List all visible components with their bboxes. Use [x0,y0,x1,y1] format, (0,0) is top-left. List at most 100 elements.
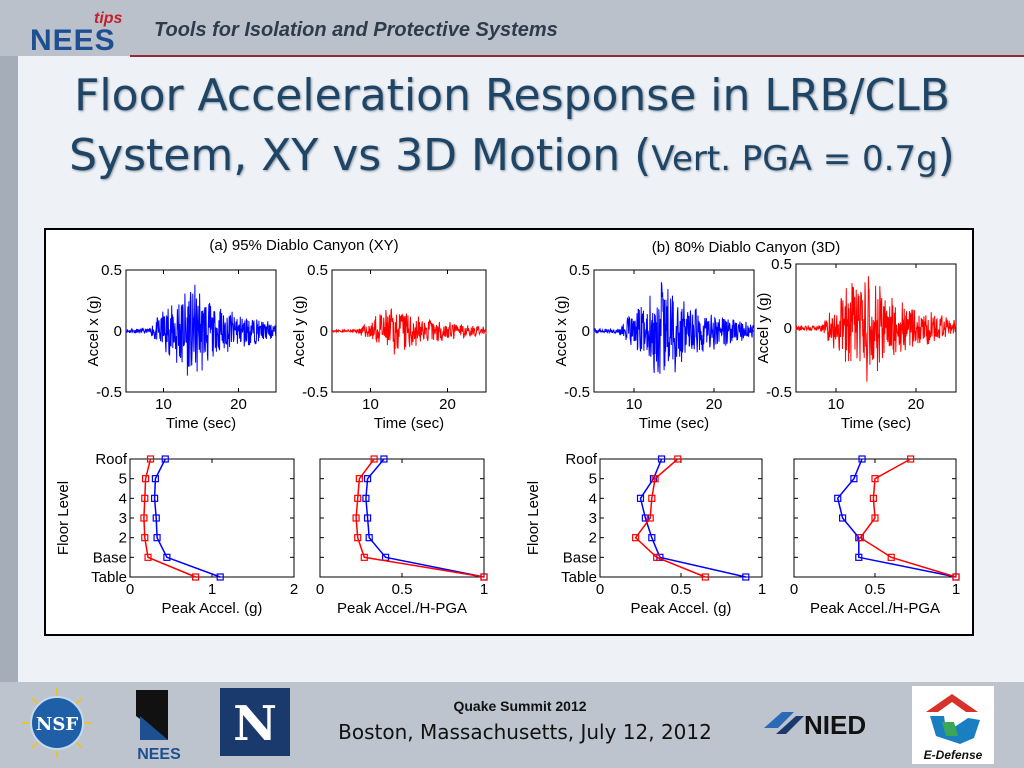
slide-header [0,0,1024,56]
unr-logo-text: N [233,696,277,752]
b-accel-y-ytick-label: -0.5 [766,384,792,401]
a-accel-x-ytick-label: -0.5 [96,384,122,401]
b-accel-y-xlabel: Time (sec) [841,415,911,432]
panel-b-title: (b) 80% Diablo Canyon (3D) [652,239,840,256]
b-peak-series-1-marker [648,494,656,502]
a-accel-y-xtick-label: 10 [362,396,379,413]
b-peak-level-label: Base [563,549,597,566]
b-peak-series-1-line [634,458,706,578]
a-accel-y-signal-line [331,307,487,355]
a-norm-series-1-marker [480,573,488,581]
panel-a-title: (a) 95% Diablo Canyon (XY) [209,237,398,254]
title-line2-part-b: Vert. PGA = 0.7g [651,139,938,179]
a-norm-series-1-line [355,458,485,578]
a-peak-level-label: 5 [119,471,127,488]
unr-logo: N [220,688,290,756]
logo-nees-text: NEES [30,24,116,57]
a-accel-y-xlabel: Time (sec) [374,415,444,432]
a-norm-axes-box [319,458,485,578]
a-peak-ylabel: Floor Level [55,481,72,555]
a-peak-series-1-marker [141,475,150,483]
b-norm-xlabel: Peak Accel./H-PGA [810,600,940,617]
title-line2-part-a: System, XY vs 3D Motion ( [69,130,652,181]
a-norm-series-0-marker [363,475,372,483]
b-accel-y-ytick-label: 0 [784,320,792,337]
title-line2-part-c: ) [937,130,955,181]
b-peak-series-0-marker [742,573,750,581]
b-norm-xtick-label: 0.5 [865,581,886,598]
a-peak-series-1-marker [146,455,155,463]
b-norm-series-0-marker [834,494,842,502]
b-peak-series-1-marker [651,475,659,483]
e-defense-text: E-Defense [924,748,983,762]
b-peak-level-label: 5 [589,471,597,488]
b-norm-series-0-marker [838,514,847,522]
nees-tips-logo: tips NEES [30,10,132,62]
a-peak-series-1-marker [192,573,200,581]
a-peak-series-0-marker [163,553,171,561]
a-peak-xtick-label: 1 [208,581,216,598]
b-peak-level-label: Table [561,569,597,586]
b-accel-x-ytick-label: -0.5 [564,384,590,401]
e-defense-logo: E-Defense [912,686,994,764]
b-peak-series-0-marker [648,534,656,542]
nsf-logo: NSF [22,688,92,758]
a-accel-y-ytick-label: 0 [320,323,328,340]
b-accel-y-signal-line [795,276,957,382]
b-accel-y-ytick-label: 0.5 [771,256,792,273]
a-accel-x-ylabel: Accel x (g) [85,296,102,367]
a-peak-level-label: 3 [119,510,127,527]
a-norm-xtick-label: 0.5 [392,581,413,598]
a-accel-y-ylabel: Accel y (g) [291,296,308,367]
a-norm-series-1-marker [355,475,363,483]
b-peak-series-1-marker [646,514,654,522]
b-accel-y-ylabel: Accel y (g) [755,293,772,364]
b-norm-series-0-line [836,458,957,578]
a-peak-xlabel: Peak Accel. (g) [162,600,263,617]
b-peak-level-label: 4 [589,490,597,507]
b-norm-series-1-marker [871,514,879,522]
b-norm-series-1-marker [869,494,877,502]
a-norm-xtick-label: 1 [480,581,488,598]
b-norm-series-1-marker [952,573,960,581]
a-peak-xtick-label: 2 [290,581,298,598]
b-norm-series-1-marker [856,534,865,542]
nees-footer-text: NEES [137,746,181,763]
a-accel-x-ytick-label: 0.5 [101,262,122,279]
header-rule [130,55,1024,57]
slide-title-line-2: System, XY vs 3D Motion (Vert. PGA = 0.7… [0,130,1024,181]
header-subtitle: Tools for Isolation and Protective Syste… [154,19,558,41]
b-peak-xtick-label: 0 [596,581,604,598]
nsf-logo-text: NSF [36,714,78,735]
chart-figure: (a) 95% Diablo Canyon (XY) (b) 80% Diablo… [44,228,974,636]
nied-logo-text: NIED [804,710,866,740]
b-accel-x-signal-line [593,282,755,374]
a-peak-level-label: Roof [95,451,128,468]
b-peak-level-label: 2 [589,530,597,547]
b-accel-y-xtick-label: 20 [908,396,925,413]
a-peak-series-0-marker [152,514,160,522]
a-accel-x-xtick-label: 20 [230,396,247,413]
footer-event: Quake Summit 2012 [453,698,587,714]
b-peak-series-1-marker [632,534,640,542]
a-norm-series-1-marker [352,514,360,522]
a-accel-x-ytick-label: 0 [114,323,122,340]
b-peak-xlabel: Peak Accel. (g) [631,600,732,617]
a-accel-x-signal-line [125,284,277,376]
b-norm-series-1-marker [907,455,915,463]
b-peak-level-label: 3 [589,510,597,527]
a-norm-series-0-marker [363,514,372,522]
a-norm-series-1-marker [360,553,368,561]
b-norm-series-1-marker [871,475,879,483]
b-norm-series-1-marker [887,553,895,561]
a-peak-series-0-marker [150,494,159,502]
b-accel-x-ytick-label: 0.5 [569,262,590,279]
a-peak-series-1-marker [144,553,152,561]
a-norm-series-0-marker [380,455,388,463]
b-norm-series-1-line [859,458,957,578]
slide-title-line-1: Floor Acceleration Response in LRB/CLB [74,70,950,121]
a-norm-series-0-marker [365,534,373,542]
b-accel-x-xtick-label: 20 [706,396,723,413]
a-peak-level-label: Table [91,569,127,586]
a-accel-x-xtick-label: 10 [155,396,172,413]
